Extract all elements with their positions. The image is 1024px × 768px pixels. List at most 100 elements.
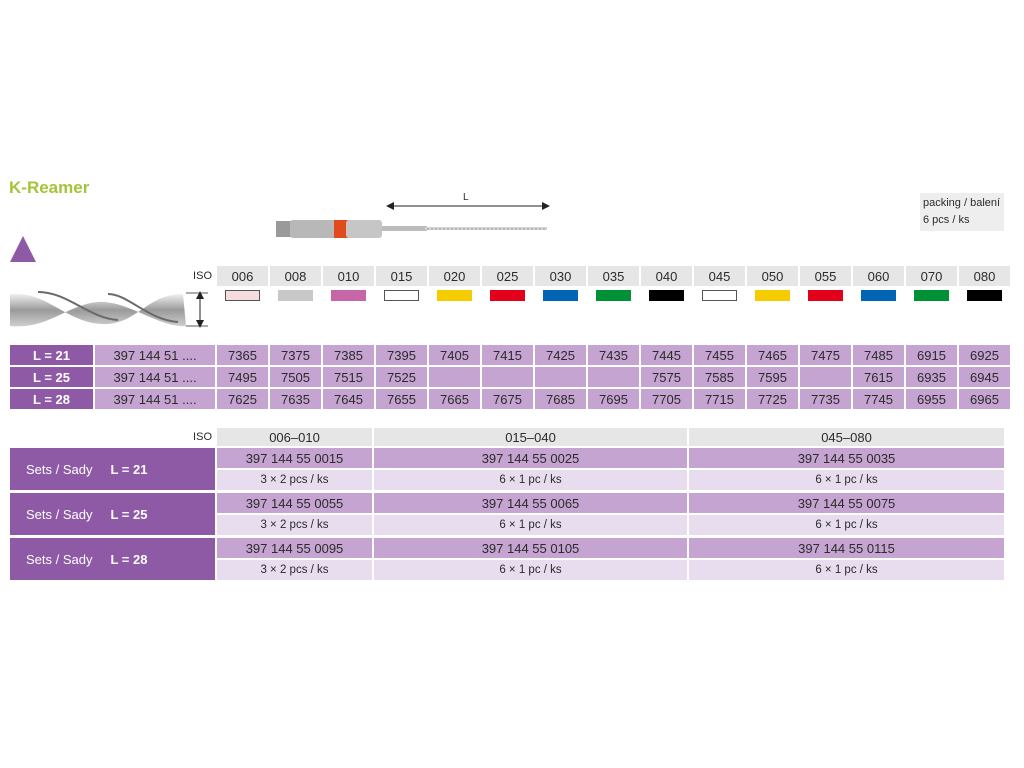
page-title: K-Reamer	[9, 178, 90, 197]
color-swatch-010	[331, 290, 366, 301]
set-packing: 6 × 1 pc / ks	[374, 560, 687, 580]
article-suffix: 7505	[270, 367, 321, 387]
article-suffix: 7395	[376, 345, 427, 365]
article-suffix: 7375	[270, 345, 321, 365]
iso-size-080: 080	[959, 266, 1010, 286]
article-suffix: 7435	[588, 345, 639, 365]
set-article-code: 397 144 55 0075	[689, 493, 1004, 513]
color-swatch-006	[225, 290, 260, 301]
flute-illustration	[10, 291, 208, 328]
article-suffix: 6955	[906, 389, 957, 409]
article-suffix: 7695	[588, 389, 639, 409]
packing-info: packing / balení 6 pcs / ks	[920, 193, 1004, 231]
range-header: 006–010	[217, 428, 372, 446]
length-label: L = 21	[10, 345, 93, 365]
article-suffix: 7385	[323, 345, 374, 365]
article-suffix: 7715	[694, 389, 745, 409]
color-swatch-015	[384, 290, 419, 301]
sets-name: Sets / Sady	[26, 461, 93, 477]
set-packing: 6 × 1 pc / ks	[374, 470, 687, 490]
iso-size-025: 025	[482, 266, 533, 286]
set-article-code: 397 144 55 0065	[374, 493, 687, 513]
set-packing: 6 × 1 pc / ks	[689, 560, 1004, 580]
article-code: 397 144 51 ....	[95, 389, 215, 409]
sets-label: Sets / Sady L = 28	[10, 538, 215, 580]
packing-line-2: 6 pcs / ks	[923, 214, 970, 226]
article-suffix: 7485	[853, 345, 904, 365]
set-article-code: 397 144 55 0025	[374, 448, 687, 468]
article-suffix: 7495	[217, 367, 268, 387]
article-suffix: 6915	[906, 345, 957, 365]
iso-size-070: 070	[906, 266, 957, 286]
set-packing: 3 × 2 pcs / ks	[217, 515, 372, 535]
color-swatch-020	[437, 290, 472, 301]
sets-name: Sets / Sady	[26, 551, 93, 567]
sets-length: L = 28	[110, 551, 148, 567]
article-suffix	[535, 367, 586, 387]
color-swatch-070	[914, 290, 949, 301]
article-suffix: 7445	[641, 345, 692, 365]
iso-size-006: 006	[217, 266, 268, 286]
color-swatch-030	[543, 290, 578, 301]
length-label: L = 25	[10, 367, 93, 387]
range-header: 045–080	[689, 428, 1004, 446]
article-suffix	[429, 367, 480, 387]
range-header: 015–040	[374, 428, 687, 446]
article-suffix	[588, 367, 639, 387]
article-suffix: 7725	[747, 389, 798, 409]
sets-length: L = 25	[110, 506, 148, 522]
article-suffix: 7705	[641, 389, 692, 409]
color-swatch-080	[967, 290, 1002, 301]
article-suffix: 7465	[747, 345, 798, 365]
set-packing: 6 × 1 pc / ks	[689, 515, 1004, 535]
reamer-illustration	[276, 202, 550, 238]
iso-size-055: 055	[800, 266, 851, 286]
article-suffix: 7365	[217, 345, 268, 365]
article-suffix: 7455	[694, 345, 745, 365]
set-packing: 6 × 1 pc / ks	[689, 470, 1004, 490]
color-swatch-035	[596, 290, 631, 301]
article-suffix: 7525	[376, 367, 427, 387]
article-suffix: 7615	[853, 367, 904, 387]
article-suffix	[482, 367, 533, 387]
color-swatch-040	[649, 290, 684, 301]
article-code: 397 144 51 ....	[95, 345, 215, 365]
set-article-code: 397 144 55 0105	[374, 538, 687, 558]
set-packing: 3 × 2 pcs / ks	[217, 560, 372, 580]
color-swatch-045	[702, 290, 737, 301]
article-suffix: 7625	[217, 389, 268, 409]
set-article-code: 397 144 55 0055	[217, 493, 372, 513]
article-suffix: 7645	[323, 389, 374, 409]
article-suffix: 7585	[694, 367, 745, 387]
iso-size-015: 015	[376, 266, 427, 286]
article-suffix: 7595	[747, 367, 798, 387]
color-swatch-008	[278, 290, 313, 301]
color-swatch-050	[755, 290, 790, 301]
set-article-code: 397 144 55 0015	[217, 448, 372, 468]
iso-size-045: 045	[694, 266, 745, 286]
dimension-label: L	[463, 192, 469, 203]
article-suffix: 7415	[482, 345, 533, 365]
article-suffix: 7425	[535, 345, 586, 365]
iso-size-050: 050	[747, 266, 798, 286]
iso-size-035: 035	[588, 266, 639, 286]
set-article-code: 397 144 55 0115	[689, 538, 1004, 558]
color-swatch-060	[861, 290, 896, 301]
sets-name: Sets / Sady	[26, 506, 93, 522]
set-article-code: 397 144 55 0095	[217, 538, 372, 558]
length-label: L = 28	[10, 389, 93, 409]
iso-size-008: 008	[270, 266, 321, 286]
article-suffix	[800, 367, 851, 387]
iso-size-030: 030	[535, 266, 586, 286]
sets-label: Sets / Sady L = 21	[10, 448, 215, 490]
packing-line-1: packing / balení	[923, 197, 1001, 209]
article-suffix: 7655	[376, 389, 427, 409]
iso-label: ISO	[193, 270, 212, 282]
color-swatch-055	[808, 290, 843, 301]
set-packing: 3 × 2 pcs / ks	[217, 470, 372, 490]
article-suffix: 7475	[800, 345, 851, 365]
article-suffix: 7745	[853, 389, 904, 409]
article-suffix: 7685	[535, 389, 586, 409]
article-suffix: 6925	[959, 345, 1010, 365]
color-swatch-025	[490, 290, 525, 301]
